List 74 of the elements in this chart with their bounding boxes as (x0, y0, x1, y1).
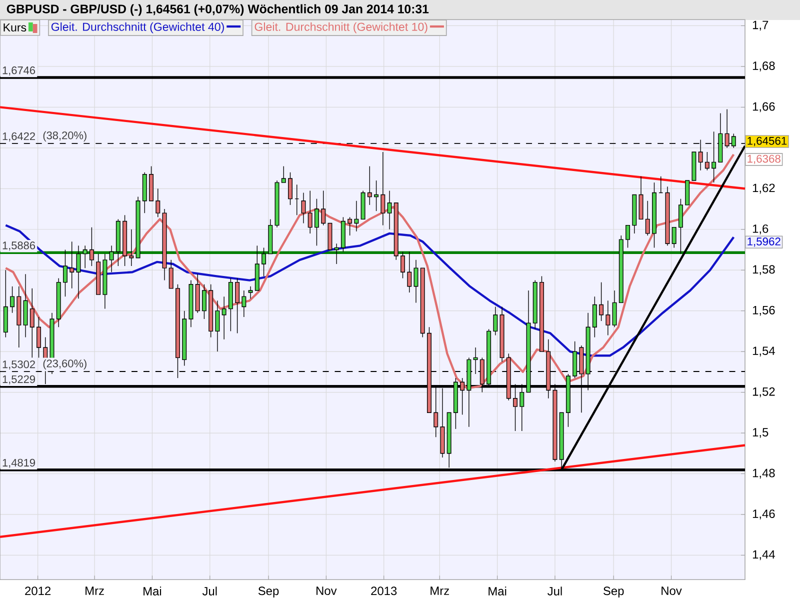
candlestick (162, 208, 167, 281)
ref-line-label: 1,5302 (2, 360, 35, 370)
candlestick (248, 286, 253, 299)
x-tick-label: Sep (603, 586, 624, 598)
candlestick (387, 190, 392, 230)
x-tick-label: Mai (488, 586, 506, 596)
candlestick (129, 229, 134, 266)
annotation: (23,60%) (43, 359, 86, 370)
candlestick (665, 186, 670, 246)
y-tick-label: 1,56 (752, 306, 775, 316)
x-tick-label: Sep (258, 586, 279, 598)
x-tick-label: Nov (316, 586, 337, 596)
ref-line-label: 1,5886 (2, 242, 36, 251)
annotation: (38,20%) (43, 131, 86, 142)
y-tick-label: 1,5 (752, 428, 768, 438)
candlestick (76, 245, 81, 299)
ref-line-label: 1,6422 (2, 132, 35, 142)
x-tick-label: Jul (548, 586, 562, 596)
y-tick-label: 1,62 (752, 184, 775, 194)
legend-label: Gleit. Durchschnitt (Gewichtet 40) (51, 22, 224, 34)
candlestick (612, 290, 617, 328)
candlestick (354, 200, 359, 232)
candlestick (30, 288, 34, 358)
candlestick (16, 286, 22, 348)
candlestick (109, 245, 114, 272)
ref-line-label: 1,6746 (2, 66, 36, 76)
candlestick (195, 274, 200, 314)
y-tick-label: 1,6 (752, 224, 768, 234)
x-tick-label: 2013 (371, 586, 397, 596)
candlestick (334, 243, 339, 264)
line-series (4, 224, 735, 357)
candlestick (188, 280, 194, 328)
annotation: 1,5962 (748, 238, 780, 247)
candlestick (314, 198, 319, 246)
y-tick-label: 1,58 (752, 265, 775, 276)
y-tick-label: 1,66 (752, 102, 775, 112)
candlestick (102, 253, 108, 310)
legend-label: Kurs (4, 23, 26, 32)
y-tick-label: 1,48 (752, 468, 775, 479)
candlestick (301, 192, 306, 224)
candlestick (242, 290, 246, 318)
legend-label: Gleit. Durchschnitt (Gewichtet 10) (254, 22, 428, 34)
x-tick-label: Nov (662, 586, 682, 596)
y-tick-label: 1,52 (752, 387, 775, 398)
x-tick-label: 2012 (25, 586, 51, 596)
candlestick (652, 182, 656, 248)
candlestick (36, 316, 42, 358)
candlestick (274, 180, 280, 228)
candlestick (712, 131, 716, 183)
candlestick (70, 241, 74, 289)
annotation: 1,6368 (748, 154, 780, 164)
candlestick (222, 296, 226, 340)
y-tick-label: 1,68 (752, 62, 775, 72)
chart-title: GBPUSD - GBP/USD (-) 1,64561 (+0,07%) Wöchentlich 09 Jan 2014 10:31 (6, 4, 429, 16)
candlestick (62, 249, 68, 297)
x-tick-label: Mai (144, 586, 162, 596)
y-tick-label: 1,54 (752, 346, 775, 356)
y-tick-label: 1,44 (752, 550, 775, 560)
candlestick (374, 180, 379, 212)
x-tick-label: Mrz (430, 586, 449, 595)
ref-line-label: 1,4819 (2, 458, 36, 468)
y-tick-label: 1,46 (752, 510, 775, 520)
candlestick (493, 306, 498, 336)
candlestick (215, 300, 220, 352)
candlestick (606, 300, 610, 336)
candlestick (82, 245, 88, 268)
x-tick-label: Mrz (86, 586, 104, 595)
y-tick-label: 1,7 (752, 20, 768, 31)
ref-line-label: 1,5229 (2, 375, 36, 384)
candlestick (473, 347, 478, 374)
annotation: 1,64561 (748, 136, 787, 146)
candlestick (500, 306, 504, 362)
candlestick (23, 274, 28, 338)
x-tick-label: Jul (202, 586, 217, 596)
